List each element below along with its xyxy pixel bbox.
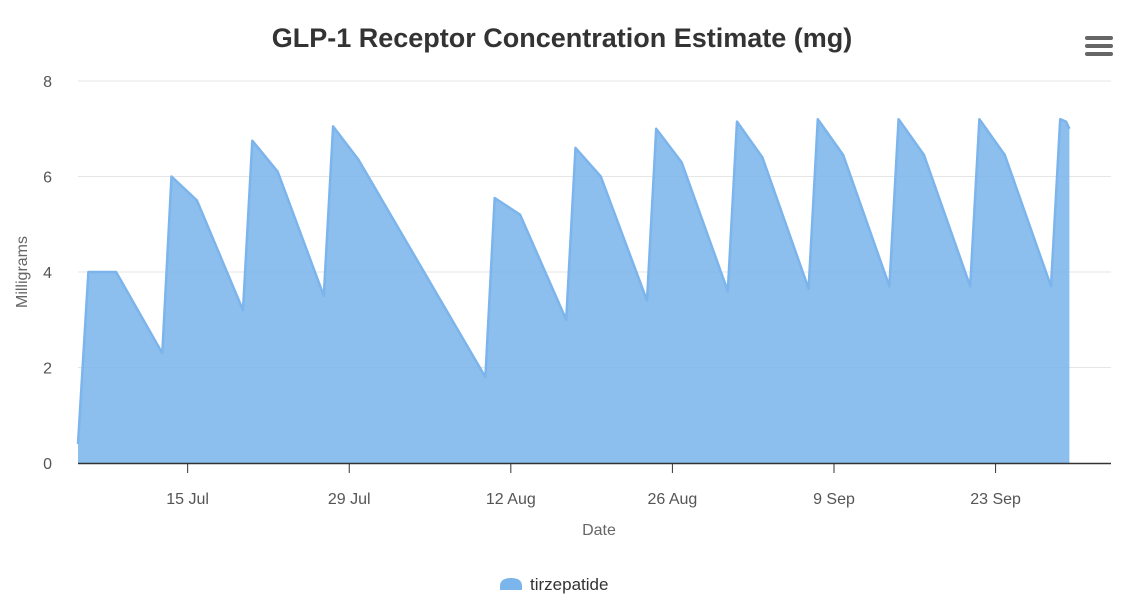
menu-bar [1085, 36, 1113, 40]
y-axis: 0 2 4 6 8 [43, 74, 52, 473]
x-tick-label: 26 Aug [647, 491, 697, 508]
x-tick-label: 29 Jul [328, 491, 371, 508]
series-layer [76, 117, 1071, 463]
y-axis-title: Milligrams [14, 236, 31, 308]
x-axis: 15 Jul 29 Jul 12 Aug 26 Aug 9 Sep 23 Sep [78, 462, 1111, 508]
legend-area-icon [500, 578, 522, 590]
hamburger-menu-icon[interactable] [1085, 36, 1113, 60]
series-area-tirzepatide[interactable] [78, 119, 1070, 463]
x-tick-label: 23 Sep [970, 491, 1021, 508]
y-tick-label: 8 [43, 74, 52, 91]
y-tick-label: 0 [43, 456, 52, 473]
chart-title: GLP-1 Receptor Concentration Estimate (m… [272, 23, 853, 53]
y-tick-label: 6 [43, 170, 52, 187]
legend-label-tirzepatide: tirzepatide [530, 575, 608, 594]
x-tick-label: 9 Sep [813, 491, 855, 508]
series-line-tirzepatide[interactable] [76, 117, 1071, 444]
x-axis-title: Date [582, 522, 616, 539]
menu-bar [1085, 44, 1113, 48]
y-tick-label: 2 [43, 361, 52, 378]
x-tick-label: 15 Jul [166, 491, 209, 508]
menu-bar [1085, 52, 1113, 56]
x-tick-label: 12 Aug [486, 491, 536, 508]
legend[interactable]: tirzepatide [500, 575, 608, 594]
y-tick-label: 4 [43, 265, 52, 282]
